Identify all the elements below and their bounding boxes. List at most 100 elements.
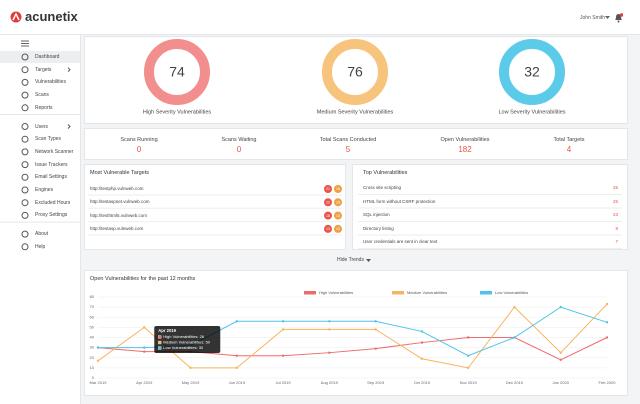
tooltip-line: High Vulnerabilities: 26 [163,334,205,339]
badge-count: 15 [336,201,340,205]
nav-item[interactable]: Scans [35,92,49,99]
vuln-name[interactable]: User credentials are sent in clear text [363,239,438,244]
legend-swatch[interactable] [392,291,404,295]
point [328,320,331,323]
top-bar: acunetix John Smith [0,0,640,35]
tooltip-swatch [158,340,162,345]
logo-icon [10,11,22,23]
y-tick-label: 50 [90,324,95,329]
legend-label[interactable]: High Vulnerabilities [319,290,353,295]
vuln-name[interactable]: Cross site scripting [363,185,402,190]
chevron [67,124,71,129]
severity-count: 76 [347,64,363,80]
legend-swatch[interactable] [480,291,492,295]
vuln-name[interactable]: HTML form without CSRF protection [363,198,436,204]
vuln-name[interactable]: SQL injection [363,212,390,217]
nav-item[interactable]: Users [35,123,49,130]
severity-ring [499,39,565,105]
target-url[interactable]: http://testphp.vulnweb.com [90,186,144,191]
logo[interactable]: acunetix [25,9,78,24]
menu-icon[interactable] [21,40,29,47]
nav-item[interactable]: Reports [35,104,53,111]
nav-icon [21,104,29,112]
nav-item[interactable]: Targets [35,66,52,73]
x-tick-label: Jun 2019 [229,380,246,385]
badge-high [324,185,332,193]
tooltip-box [154,326,221,353]
point [466,366,470,370]
x-tick-label: Oct 2019 [414,380,431,385]
x-tick-label: Sep 2019 [367,380,385,385]
vuln-dividers [358,194,622,249]
nav-item[interactable]: About [35,231,49,238]
legend-label[interactable]: Medium Vulnerabilities [407,290,447,295]
nav-item[interactable]: Scan Types [35,136,62,143]
point [420,341,424,344]
stat-value: 4 [566,145,572,154]
nav-item[interactable]: Vulnerabilities [35,79,66,86]
badge-high [324,198,332,207]
nav-item[interactable]: Network Scanner [35,148,74,155]
nav-item[interactable]: Issue Trackers [35,161,68,168]
point [281,354,285,357]
point [513,305,516,309]
nav-item[interactable]: Dashboard [35,54,60,60]
point [559,305,562,309]
stat-label: Scans Waiting [221,137,257,143]
target-url[interactable]: http://testhtml5.vulnweb.com [90,212,148,218]
vuln-name[interactable]: Directory listing [363,225,394,231]
y-tick-label: 60 [90,314,95,319]
nav-item[interactable]: Help [35,243,46,250]
point [420,330,424,333]
panel-title: Top Vulnerabilities [363,170,408,176]
point [559,358,562,361]
x-tick-label: Dec 2019 [506,380,524,385]
badge-high [324,224,332,233]
stat-label: Total Scans Conducted [319,137,377,143]
vuln-count: 25 [612,198,618,204]
x-tick-label: Jul 2019 [276,380,292,385]
point [513,336,516,339]
nav-icon [21,161,29,169]
target-url[interactable]: http://testasp.vulnweb.com [90,225,144,231]
severity-label: High Severity Vulnerabilities [143,109,212,115]
target-url[interactable]: http://testaspnet.vulnweb.com [90,199,150,205]
toggle-caret [366,259,371,262]
legend-label[interactable]: Low Vulnerabilities [495,290,528,295]
stat-value: 0 [136,145,142,154]
point [374,320,377,323]
bell-icon[interactable] [614,13,623,23]
nav-item[interactable]: Proxy Settings [35,212,68,219]
x-tick-label: Mar 2019 [90,380,108,385]
user-caret[interactable] [605,16,610,20]
nav-icon [21,186,29,194]
legend-swatch[interactable] [304,291,316,295]
badge-count: 18 [326,214,330,218]
y-tick-label: 0 [92,375,95,380]
x-tick-label: May 2019 [182,380,200,385]
nav-icon [21,199,29,207]
point [189,366,192,370]
chart-title: Open Vulnerabilities for the past 12 mon… [90,276,196,282]
nav-icon [21,66,29,74]
point [328,328,331,331]
point [466,354,470,357]
badge-count: 13 [326,227,330,231]
y-tick-label: 10 [90,365,95,370]
series-line [97,303,608,369]
user-menu[interactable]: John Smith [580,15,606,21]
nav-icon [21,230,29,238]
badge-medium [334,211,342,220]
targets-panel [84,164,346,250]
point [96,359,100,362]
nav-item[interactable]: Email Settings [35,174,67,181]
point [96,346,100,349]
nav-item[interactable]: Excluded Hours [35,199,71,206]
nav-item[interactable]: Engines [35,187,54,193]
hide-trends[interactable]: Hide Trends [337,257,364,263]
badge-medium [334,224,342,233]
point [605,321,609,324]
active-item [0,51,80,63]
point [374,328,377,331]
vulns-panel [352,164,628,250]
